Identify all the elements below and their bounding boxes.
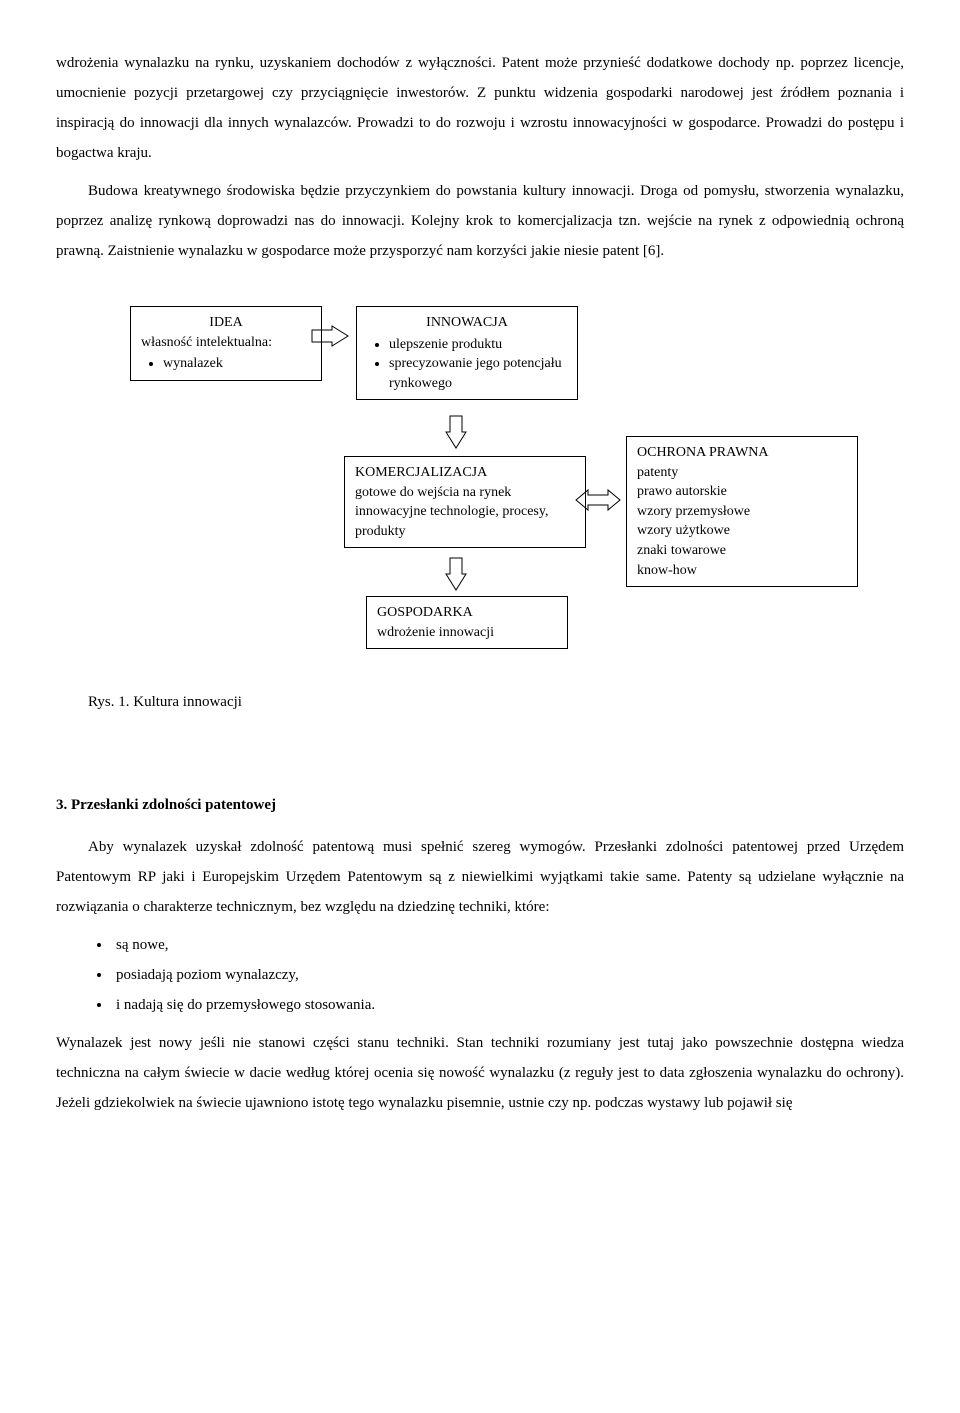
node-list: wynalazek (141, 354, 311, 374)
arrow-right-icon (310, 324, 350, 348)
node-line: wzory użytkowe (637, 521, 847, 541)
diagram-node-komercjalizacja: KOMERCJALIZACJA gotowe do wejścia na ryn… (344, 456, 586, 548)
diagram-node-innowacja: INNOWACJA ulepszenie produktu sprecyzowa… (356, 306, 578, 400)
arrow-down-icon (444, 414, 468, 450)
node-list: ulepszenie produktu sprecyzowanie jego p… (367, 335, 567, 394)
list-item: ulepszenie produktu (389, 335, 567, 355)
diagram-node-ochrona: OCHRONA PRAWNA patenty prawo autorskie w… (626, 436, 858, 587)
list-item: są nowe, (112, 930, 904, 960)
list-item: wynalazek (163, 354, 311, 374)
node-line: znaki towarowe (637, 541, 847, 561)
node-title: GOSPODARKA (377, 603, 557, 623)
node-subtitle: własność intelektualna: (141, 335, 272, 350)
node-line: wzory przemysłowe (637, 502, 847, 522)
paragraph-4: Wynalazek jest nowy jeśli nie stanowi cz… (56, 1028, 904, 1118)
node-title: KOMERCJALIZACJA (355, 463, 575, 483)
arrow-down-icon (444, 556, 468, 592)
node-title: IDEA (141, 313, 311, 333)
node-desc: gotowe do wejścia na rynek innowacyjne t… (355, 485, 548, 539)
node-title: OCHRONA PRAWNA (637, 443, 847, 463)
node-title: INNOWACJA (367, 313, 567, 333)
arrow-double-icon (574, 488, 622, 512)
figure-caption: Rys. 1. Kultura innowacji (56, 690, 242, 714)
node-desc: wdrożenie innowacji (377, 625, 494, 640)
innovation-diagram: IDEA własność intelektualna: wynalazek I… (56, 306, 904, 766)
diagram-node-idea: IDEA własność intelektualna: wynalazek (130, 306, 322, 381)
node-line: patenty (637, 463, 847, 483)
criteria-list: są nowe, posiadają poziom wynalazczy, i … (56, 930, 904, 1020)
list-item: posiadają poziom wynalazczy, (112, 960, 904, 990)
list-item: i nadają się do przemysłowego stosowania… (112, 990, 904, 1020)
diagram-node-gospodarka: GOSPODARKA wdrożenie innowacji (366, 596, 568, 649)
paragraph-2: Budowa kreatywnego środowiska będzie prz… (56, 176, 904, 266)
list-item: sprecyzowanie jego potencjału rynkowego (389, 354, 567, 393)
paragraph-3: Aby wynalazek uzyskał zdolność patentową… (56, 832, 904, 922)
section-heading: 3. Przesłanki zdolności patentowej (56, 790, 904, 820)
node-line: prawo autorskie (637, 482, 847, 502)
paragraph-1: wdrożenia wynalazku na rynku, uzyskaniem… (56, 48, 904, 168)
node-line: know-how (637, 561, 847, 581)
